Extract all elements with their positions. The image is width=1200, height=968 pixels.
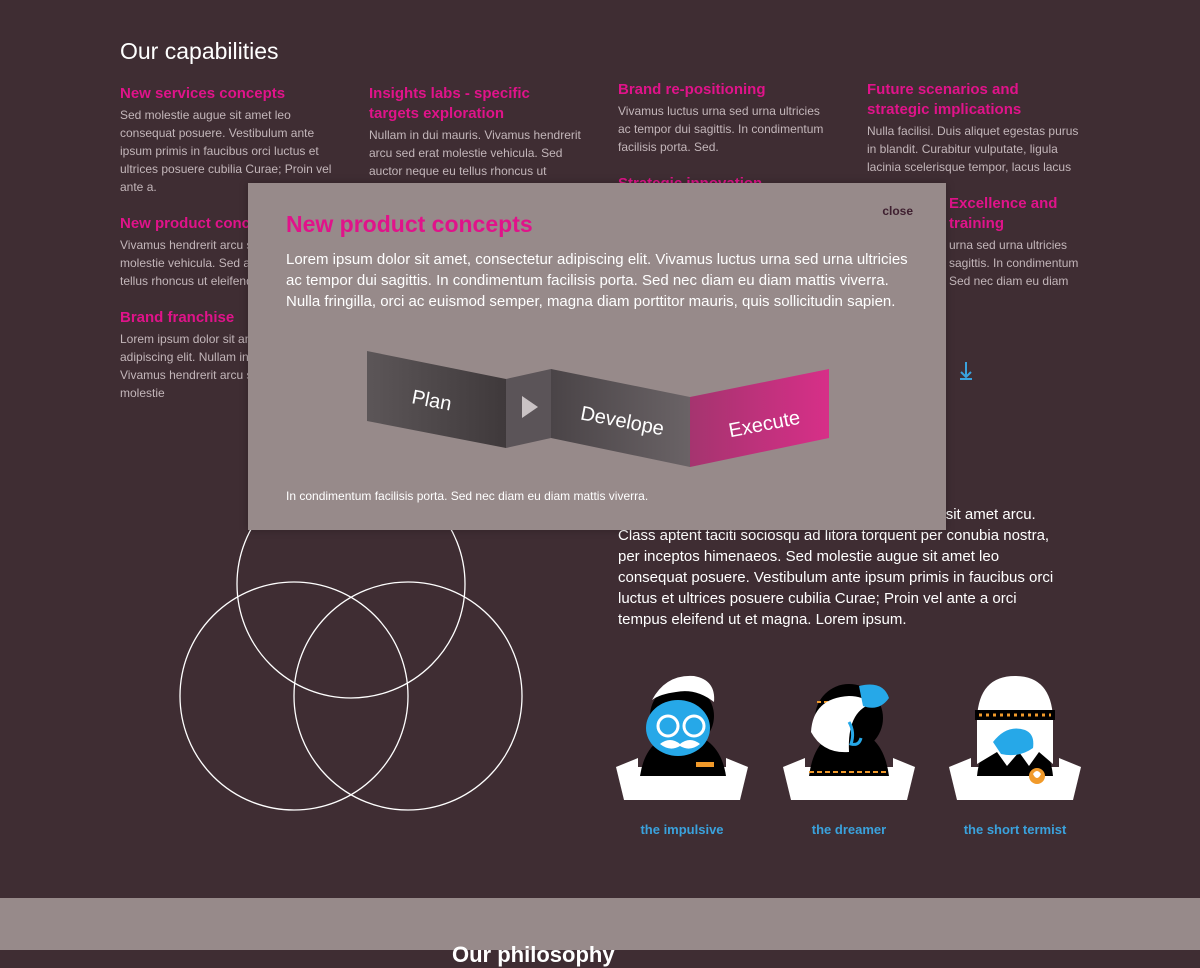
venn-circle-left [179,581,409,811]
capability-title[interactable]: Insights labs - specific targets explora… [369,85,530,122]
persona-label[interactable]: the dreamer [811,822,887,837]
capability-title[interactable]: Brand franchise [120,309,235,326]
capability-item[interactable]: Insights labs - specific targets explora… [369,84,584,180]
footer-band: Our philosophy [0,898,1200,967]
arrow-down-icon[interactable] [958,360,974,380]
persona-label[interactable]: the short termist [963,822,1067,837]
capability-item[interactable]: Excellence and training urna sed urna ul… [867,194,1082,290]
persona-impulsive[interactable]: the impulsive [616,672,748,837]
persona-dreamer[interactable]: the dreamer [783,672,915,837]
capabilities-column-2: Insights labs - specific targets explora… [369,84,584,198]
capability-text: Nullam in dui mauris. Vivamus hendrerit … [369,128,581,178]
play-icon [522,396,538,418]
capability-title[interactable]: Brand re-positioning [618,81,766,98]
capabilities-column-4: Future scenarios and strategic implicati… [867,80,1082,308]
capability-modal: close New product concepts Lorem ipsum d… [248,183,946,530]
capabilities-column-3: Brand re-positioning Vivamus luctus urna… [618,80,833,212]
modal-title: New product concepts [286,211,533,237]
dreamer-character-icon [783,684,915,800]
persona-label[interactable]: the impulsive [640,822,724,837]
modal-description: Lorem ipsum dolor sit amet, consectetur … [286,251,908,310]
short-termist-character-icon [949,676,1081,800]
venn-circle-right [293,581,523,811]
close-button[interactable]: close [882,204,913,218]
section-title: Our capabilities [120,38,279,64]
capability-text: urna sed urna ultricies sagittis. In con… [949,238,1079,288]
capability-item[interactable]: Future scenarios and strategic implicati… [867,80,1082,176]
step-execute-panel [690,369,829,467]
capabilities-column-1: New services concepts Sed molestie augue… [120,84,335,420]
modal-footnote: In condimentum facilisis porta. Sed nec … [286,489,649,503]
capability-title[interactable]: New services concepts [120,85,286,102]
impulsive-character-icon [616,675,748,800]
capability-text: Sed molestie augue sit amet leo consequa… [120,108,332,194]
persona-short-termist[interactable]: the short termist [949,672,1081,837]
capability-title[interactable]: New product concepts [120,215,281,232]
capability-item[interactable]: Brand re-positioning Vivamus luctus urna… [618,80,833,156]
footer-title: Our philosophy [452,942,615,967]
capability-title[interactable]: Excellence and training [949,195,1058,232]
capability-title[interactable]: Future scenarios and strategic implicati… [867,81,1022,118]
capability-text: Vivamus luctus urna sed urna ultricies a… [618,104,824,154]
capability-item[interactable]: New services concepts Sed molestie augue… [120,84,335,196]
capability-text: Nulla facilisi. Duis aliquet egestas pur… [867,124,1079,174]
step-plan-panel [367,351,506,448]
step-develope-panel [551,369,690,467]
process-diagram: Plan Develope Execute [367,351,829,467]
